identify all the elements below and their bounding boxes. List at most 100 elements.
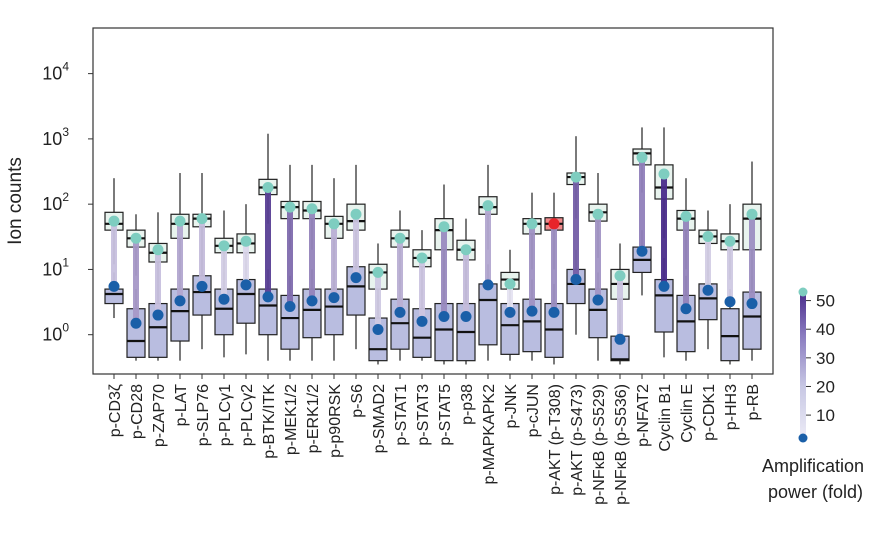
category-group	[236, 204, 256, 355]
amplification-bar	[595, 214, 601, 301]
x-tick-label: p-NFκB (p-S536)	[613, 384, 630, 505]
colorbar-gradient	[800, 292, 806, 438]
median-dot-amplified	[570, 171, 582, 183]
x-tick-label: p-AKT (p-S473)	[569, 384, 586, 496]
category-group	[126, 214, 146, 361]
median-dot-baseline	[108, 280, 120, 292]
median-dot-amplified	[372, 266, 384, 278]
amplification-bar	[639, 157, 645, 252]
median-dot-baseline	[394, 306, 406, 318]
box-body	[478, 283, 498, 346]
median-dot-amplified	[482, 200, 494, 212]
median-dot-baseline	[196, 280, 208, 292]
median-dot-baseline	[702, 284, 714, 296]
median-dot-baseline	[636, 245, 648, 257]
category-group	[742, 161, 762, 361]
category-group	[214, 210, 234, 358]
x-tick-label: p-JNK	[503, 384, 520, 429]
category-group	[632, 127, 652, 296]
amplification-bar	[375, 272, 381, 330]
amplification-bar	[485, 205, 491, 285]
amplification-bar	[507, 283, 513, 313]
category-group	[148, 212, 168, 361]
median-dot-baseline	[658, 280, 670, 292]
colorbar-tick-label: 10	[816, 406, 835, 425]
amplification-bar	[287, 207, 293, 307]
colorbar-tick-label: 20	[816, 377, 835, 396]
category-group	[478, 164, 498, 361]
category-group	[390, 210, 410, 361]
amplification-bar	[111, 221, 117, 287]
category-group	[522, 192, 542, 361]
colorbar-bottom-dot	[798, 433, 808, 443]
category-group	[500, 249, 520, 361]
amplification-bar	[265, 187, 271, 297]
colorbar-top-dot	[798, 287, 808, 297]
median-dot-baseline	[614, 333, 626, 345]
median-dot-amplified	[394, 232, 406, 244]
median-dot-baseline	[328, 292, 340, 304]
x-tick-label: p-ERK1/2	[305, 384, 322, 453]
median-dot-baseline	[416, 315, 428, 327]
category-group	[280, 164, 300, 361]
amplification-bar	[749, 214, 755, 304]
x-tick-label: p-NFκB (p-S529)	[591, 384, 608, 505]
amplification-bar	[133, 238, 139, 324]
median-dot-baseline	[680, 303, 692, 315]
y-tick-label: 102	[42, 190, 69, 214]
category-group	[698, 210, 718, 350]
amplification-bar	[705, 236, 711, 291]
median-dot-amplified	[240, 235, 252, 247]
median-dot-amplified	[460, 244, 472, 256]
category-group	[346, 164, 366, 350]
median-dot-baseline	[482, 279, 494, 291]
x-tick-label: p-PLCγ1	[217, 384, 234, 446]
median-dot-baseline	[724, 296, 736, 308]
category-group	[368, 243, 388, 365]
median-dot-amplified	[636, 151, 648, 163]
category-group	[654, 127, 674, 358]
median-dot-baseline	[592, 294, 604, 306]
median-dot-amplified	[130, 232, 142, 244]
median-dot-baseline	[570, 274, 582, 286]
amplification-bar	[573, 177, 579, 280]
median-dot-baseline	[152, 309, 164, 321]
category-group	[544, 192, 564, 365]
median-dot-baseline	[460, 311, 472, 323]
x-tick-label: p-MAPKAPK2	[481, 384, 498, 485]
colorbar-title-line2: power (fold)	[768, 482, 863, 502]
x-tick-label: p-STAT1	[393, 384, 410, 446]
amplification-bar	[441, 226, 447, 317]
amplification-bar	[331, 223, 337, 298]
median-dot-amplified	[526, 218, 538, 230]
median-dot-amplified	[174, 215, 186, 227]
median-dot-amplified	[262, 182, 274, 194]
median-dot-amplified	[702, 230, 714, 242]
box-body	[720, 308, 740, 362]
category-group	[302, 164, 322, 361]
median-dot-amplified	[218, 240, 230, 252]
amplified-box	[346, 164, 366, 270]
x-tick-label: p-RB	[745, 384, 762, 420]
amplification-bar	[221, 245, 227, 300]
median-dot-amplified	[548, 218, 560, 230]
x-tick-label: p-p90RSK	[327, 384, 344, 458]
colorbar-tick-label: 40	[816, 320, 835, 339]
amplification-bar	[243, 241, 249, 285]
x-tick-label: Cyclin E	[679, 384, 696, 443]
category-group	[192, 173, 212, 350]
median-dot-amplified	[724, 235, 736, 247]
amplification-bar	[617, 275, 623, 340]
x-tick-label: p-MEK1/2	[283, 384, 300, 455]
median-dot-amplified	[152, 244, 164, 256]
category-group	[434, 184, 454, 365]
median-dot-baseline	[526, 305, 538, 317]
median-dot-baseline	[240, 279, 252, 291]
median-dot-baseline	[746, 298, 758, 310]
median-dot-amplified	[504, 278, 516, 290]
median-dot-baseline	[504, 306, 516, 318]
x-tick-label: p-ZAP70	[151, 384, 168, 447]
category-group	[412, 230, 432, 361]
